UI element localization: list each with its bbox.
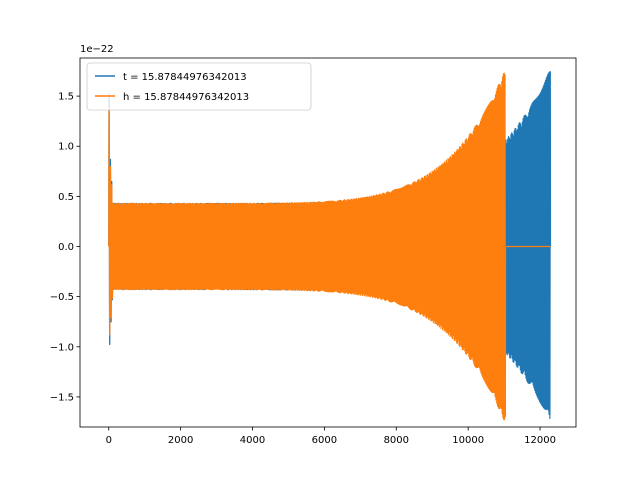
legend-label: t = 15.87844976342013	[123, 72, 247, 83]
legend-label: h = 15.87844976342013	[123, 92, 249, 103]
y-tick-label: 0.0	[58, 242, 74, 253]
x-tick-label: 10000	[452, 435, 484, 446]
x-tick-label: 2000	[168, 435, 193, 446]
series-layer	[108, 71, 552, 421]
y-axis: −1.5 −1.0 −0.5 0.0 0.5 1.0 1.5	[50, 92, 80, 403]
x-tick-label: 4000	[240, 435, 265, 446]
y-tick-label: −1.0	[50, 342, 74, 353]
plot-frame	[79, 57, 577, 428]
series-line-1	[108, 72, 551, 421]
y-tick-label: 0.5	[58, 192, 74, 203]
x-tick-label: 0	[106, 435, 112, 446]
y-tick-label: −1.5	[50, 392, 74, 403]
x-tick-label: 6000	[312, 435, 337, 446]
x-tick-label: 8000	[384, 435, 409, 446]
x-tick-label: 12000	[524, 435, 556, 446]
y-tick-label: 1.5	[58, 92, 74, 103]
y-tick-label: −0.5	[50, 292, 74, 303]
x-axis: 0 2000 4000 6000 8000 10000 12000	[106, 427, 556, 446]
y-tick-label: 1.0	[58, 142, 74, 153]
legend-box	[86, 62, 312, 111]
legend: t = 15.87844976342013 h = 15.878449763420…	[86, 62, 312, 111]
y-offset-label: 1e−22	[80, 44, 114, 55]
